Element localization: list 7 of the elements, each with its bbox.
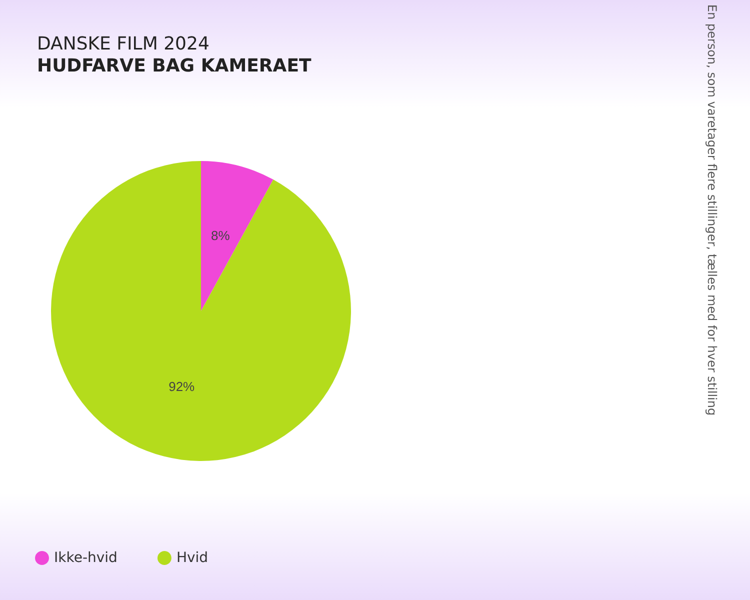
text: En person, som varetager flere stillinger, tælles med for hver stilling	[705, 4, 719, 416]
data-label: 8%	[211, 228, 230, 243]
data-label: 92%	[168, 379, 196, 394]
legend-label: Hvid	[176, 550, 208, 566]
chart-subtitle: HUDFARVE BAG KAMERAET	[37, 56, 312, 76]
chart-title: DANSKE FILM 2024	[37, 34, 210, 54]
legend-label: Ikke-hvid	[54, 550, 118, 566]
